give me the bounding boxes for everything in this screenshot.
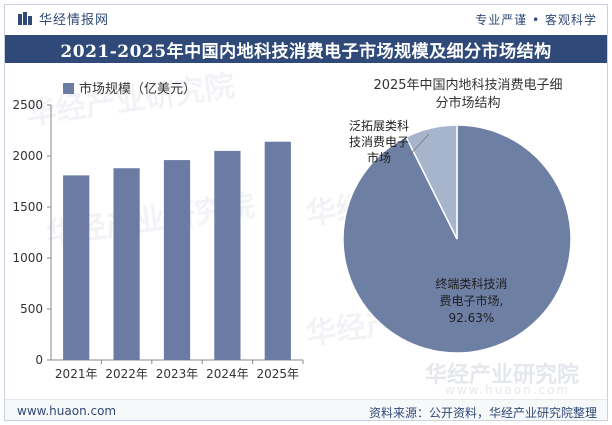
y-tick-label: 2000	[12, 149, 43, 163]
bar	[214, 150, 241, 360]
bar	[264, 141, 291, 360]
y-tick-label: 1000	[12, 251, 43, 265]
y-tick-label: 500	[20, 302, 43, 316]
pie-label-line: 技消费电子	[349, 135, 409, 149]
chart-area: 0 500 1000 1500 2000 2500 2021年 2022年 2023年 2024年…	[12, 77, 572, 381]
x-tick-label: 2024年	[206, 367, 249, 381]
bar	[113, 168, 140, 360]
footer: www.huaon.com 资料来源：公开资料，华经产业研究院整理	[5, 399, 607, 420]
legend-label: 市场规模（亿美元）	[79, 81, 196, 97]
y-tick-label: 0	[35, 353, 43, 367]
page-title: 2021-2025年中国内地科技消费电子市场规模及细分市场结构	[60, 41, 552, 62]
bar	[163, 160, 191, 360]
brand-logo-icon	[18, 11, 32, 25]
y-tick-label: 1500	[12, 200, 43, 214]
top-bar: 华经情报网 专业严谨 • 客观科学	[5, 5, 607, 31]
pie-label-line: 费电子市场,	[439, 293, 503, 308]
legend-swatch	[63, 83, 74, 94]
pie-leader-line	[408, 133, 430, 157]
x-tick-label: 2023年	[156, 367, 199, 381]
brand-name: 华经情报网	[39, 13, 110, 28]
pie-value-label: 92.63%	[449, 311, 495, 325]
x-tick-label: 2021年	[55, 367, 98, 381]
slogan: 专业严谨 • 客观科学	[475, 13, 597, 27]
pie-label-line: 终端类科技消	[435, 276, 507, 291]
brand: 华经情报网	[17, 9, 109, 28]
website-link[interactable]: www.huaon.com	[17, 404, 117, 418]
y-tick-label: 2500	[12, 98, 43, 112]
x-tick-label: 2022年	[105, 367, 148, 381]
x-tick-label: 2025年	[257, 367, 300, 381]
pie-slice	[405, 124, 458, 240]
chart-card: 华经产业研究院 华经产业研究院 华经产业研究院 华经产业研究院 华经情报网 专业…	[4, 4, 608, 421]
pie-label-line: 市场	[367, 150, 391, 165]
pie-title-line: 2025年中国内地科技消费电子细	[373, 77, 562, 93]
source-note: 资料来源：公开资料，华经产业研究院整理	[368, 406, 597, 420]
pie-title-line: 分市场结构	[435, 95, 500, 111]
pie-label-line: 泛拓展类科	[349, 119, 409, 133]
bar	[63, 175, 90, 360]
title-bar: 2021-2025年中国内地科技消费电子市场规模及细分市场结构	[5, 35, 607, 63]
